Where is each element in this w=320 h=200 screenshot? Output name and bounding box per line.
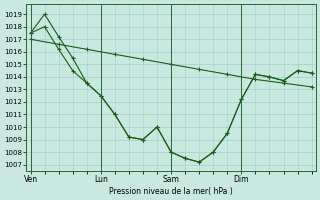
X-axis label: Pression niveau de la mer( hPa ): Pression niveau de la mer( hPa ) <box>109 187 233 196</box>
